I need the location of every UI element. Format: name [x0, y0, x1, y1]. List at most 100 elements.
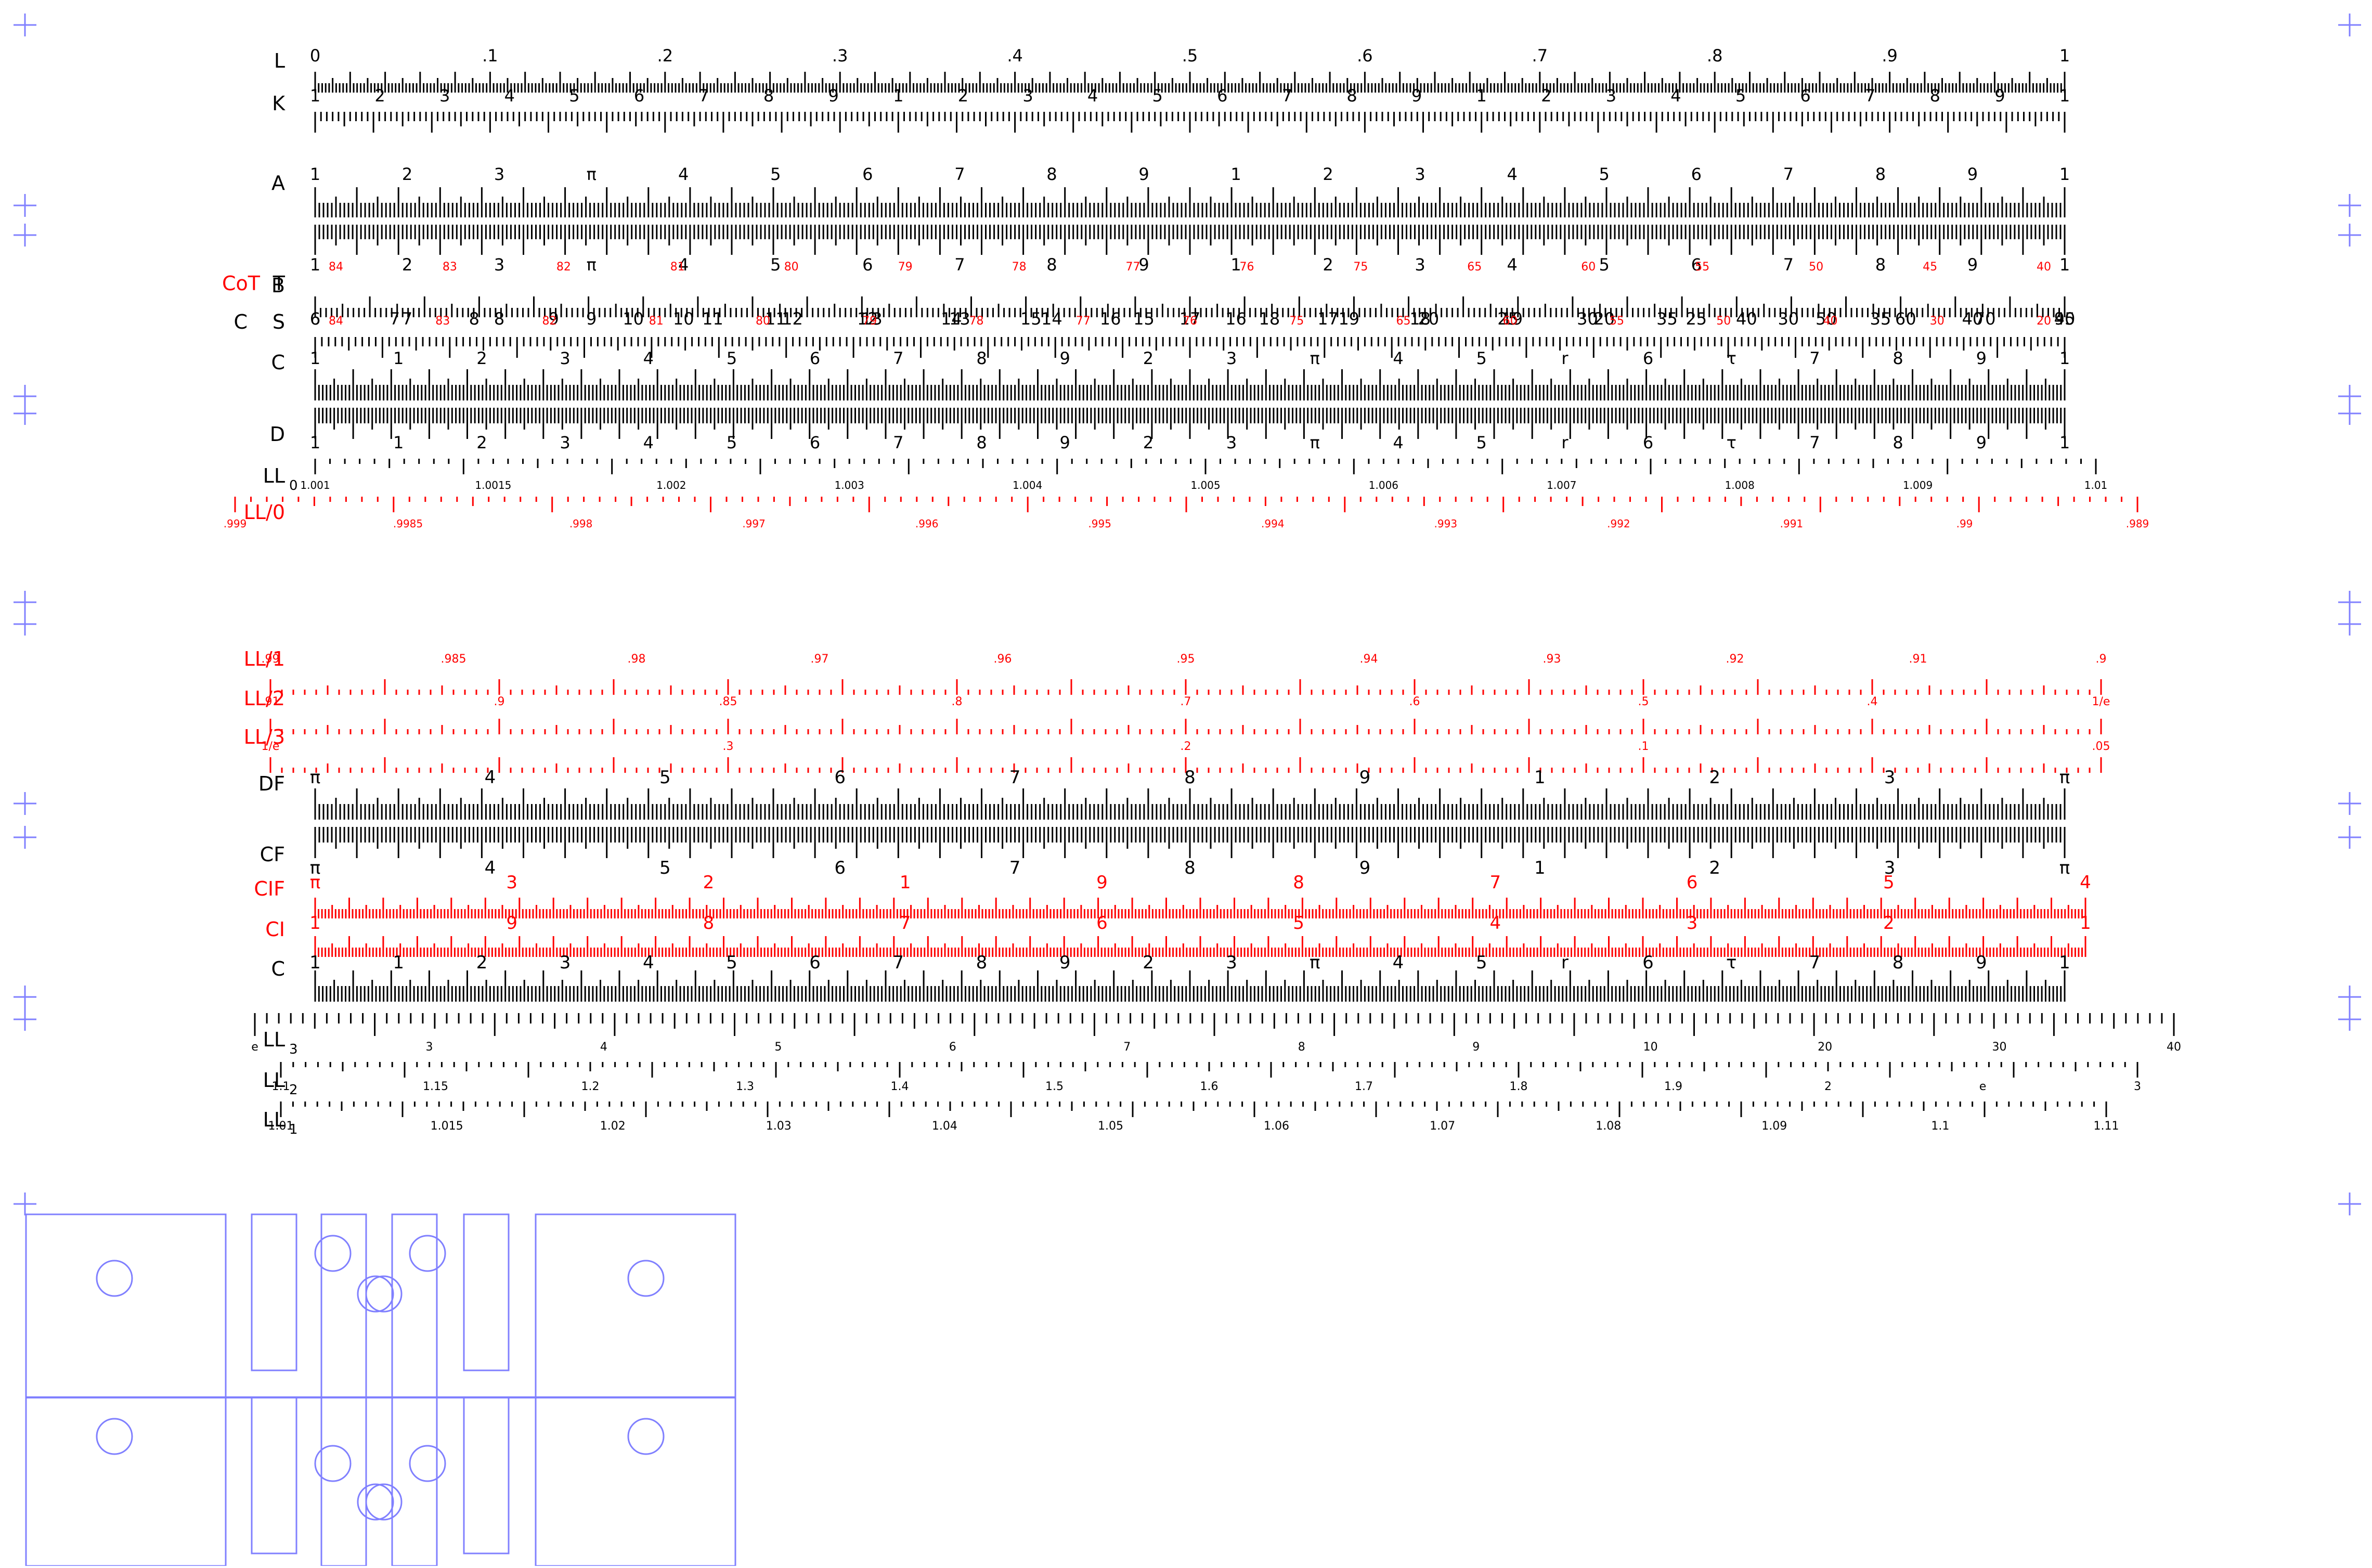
scale-ll02: LL/2.91 .9 .85 .8 .7 .6 .5 .4 1/e	[244, 687, 2110, 734]
scale-label: .2	[657, 46, 673, 66]
scale-label: 1	[393, 433, 404, 452]
cutout-slot	[251, 1396, 297, 1554]
scale-label: 1.01	[268, 1120, 294, 1133]
scale-label: .8	[952, 695, 963, 708]
registration-mark	[2338, 14, 2361, 36]
scale-label: 4	[1087, 86, 1098, 106]
scale-label: τ	[1727, 348, 1736, 368]
scale-label: 79	[862, 315, 877, 328]
scale-label: 50	[1716, 315, 1731, 328]
registration-mark	[14, 613, 36, 636]
registration-mark	[14, 826, 36, 849]
scale-label: 1.004	[1013, 479, 1042, 491]
scale-label: 1	[2059, 46, 2070, 66]
scale-label: .993	[1434, 517, 1458, 530]
scale-label: .7	[1532, 46, 1548, 66]
scale-label: 5	[770, 255, 781, 275]
scale-label: .92	[1726, 653, 1744, 666]
scale-label: 9	[1994, 86, 2005, 106]
scale-label: 40	[1962, 309, 1984, 329]
scale-ticks	[314, 408, 2066, 439]
scale-ticks	[314, 337, 2066, 358]
scale-label: 6	[1691, 164, 1702, 184]
scale-name: C	[271, 351, 285, 374]
scale-label: 30	[1778, 309, 1799, 329]
scale-ticks	[314, 827, 2066, 858]
scale-label: 8	[1298, 1041, 1305, 1054]
registration-mark	[2338, 986, 2361, 1008]
scale-label: 7	[892, 952, 904, 973]
scale-label: 11	[765, 309, 786, 329]
scale-label: .7	[1181, 695, 1191, 708]
scale-label: 6	[1096, 913, 1108, 934]
registration-mark	[14, 194, 36, 217]
scale-label: 79	[898, 261, 913, 274]
scale-label: 2	[476, 952, 488, 973]
scale-label: .91	[1909, 653, 1927, 666]
scale-label: 1.5	[1045, 1080, 1064, 1093]
registration-mark	[14, 402, 36, 425]
scale-label: .98	[628, 653, 646, 666]
scale-label: .95	[1177, 653, 1195, 666]
scale-label: 1	[1534, 858, 1546, 878]
scale-label: 6	[810, 433, 820, 452]
back-side-scales: LL/1.99.985.98.97.96.95.94.93.92.91.9LL/…	[244, 647, 2181, 1137]
scale-label: 8	[1046, 255, 1057, 275]
scale-s: SC 6 7 8 9 10 11 12 13 14 15 16 17 18 19 20 25 30 35 40 50 60…	[234, 309, 2075, 358]
scale-label: 6	[949, 1041, 956, 1054]
scale-label: 80	[756, 315, 770, 328]
scale-label: 1	[1534, 767, 1546, 788]
scale-label: 8	[1184, 858, 1196, 878]
scale-label: 1	[2080, 913, 2091, 934]
cutout-hole	[365, 1483, 403, 1521]
scale-label: 5	[1476, 433, 1487, 452]
scale-k: K 1 2 3 4 5 6 7 8 9 1 2 3 4 5 6 7 8 9 1 2 3 4 5 6 7 8 9 1	[272, 86, 2070, 133]
scale-label: 9	[1976, 348, 1987, 368]
scale-label: 10	[623, 309, 644, 329]
scale-label: r	[1561, 952, 1569, 973]
scale-label: 8	[763, 86, 774, 106]
scale-label: 60	[1581, 261, 1596, 274]
scale-label: 8	[469, 309, 479, 329]
scale-label: .989	[2126, 517, 2149, 530]
scale-label: 5	[770, 164, 781, 184]
scale-label: 5	[1599, 164, 1610, 184]
scale-label: 81	[649, 315, 664, 328]
registration-mark	[14, 224, 36, 247]
scale-label: 6	[1642, 952, 1654, 973]
scale-cif: CIF π 3 2 1 9 8 7 6 5 4	[254, 872, 2091, 918]
cutout-hole	[96, 1260, 133, 1297]
scale-label: .96	[994, 653, 1012, 666]
scale-label: 2	[1541, 86, 1551, 106]
scale-ci: CI 1 9 8 7 6 5 4 3 2 1	[265, 913, 2091, 957]
scale-label: π	[1310, 433, 1320, 452]
scale-label: 1.3	[736, 1080, 754, 1093]
scale-label: π	[1310, 952, 1320, 973]
scale-label: 55	[1695, 261, 1709, 274]
scale-label: 1.06	[1264, 1120, 1289, 1133]
scale-label: 2	[402, 164, 412, 184]
scale-ticks	[314, 112, 2066, 133]
scale-label: 45	[1923, 261, 1937, 274]
scale-label: 3	[439, 86, 450, 106]
scale-label: τ	[1726, 952, 1736, 973]
scale-label: 77	[1076, 315, 1091, 328]
scale-label: 17	[1179, 309, 1201, 329]
scale-label: 2	[476, 348, 487, 368]
scale-ticks	[314, 187, 2066, 217]
scale-label: 1	[1230, 255, 1241, 275]
scale-label: 7	[893, 433, 903, 452]
scale-label: 1	[310, 164, 320, 184]
scale-label: 40	[1823, 315, 1838, 328]
registration-marks	[14, 14, 2361, 1215]
scale-label: 1.4	[891, 1080, 909, 1093]
scale-subscript: 3	[289, 1042, 298, 1057]
scale-name: T	[273, 272, 286, 295]
scale-ll2: LL 21.1 1.15 1.2 1.3 1.4 1.5 1.6 1.7 1.8 1.9 2 e 3	[263, 1062, 2141, 1098]
scale-ticks	[314, 788, 2066, 820]
scale-ticks	[269, 719, 2102, 734]
scale-label: 18	[1259, 309, 1280, 329]
scale-label: 13	[861, 309, 883, 329]
scale-label: 8	[976, 348, 987, 368]
cutout-hole	[627, 1260, 665, 1297]
